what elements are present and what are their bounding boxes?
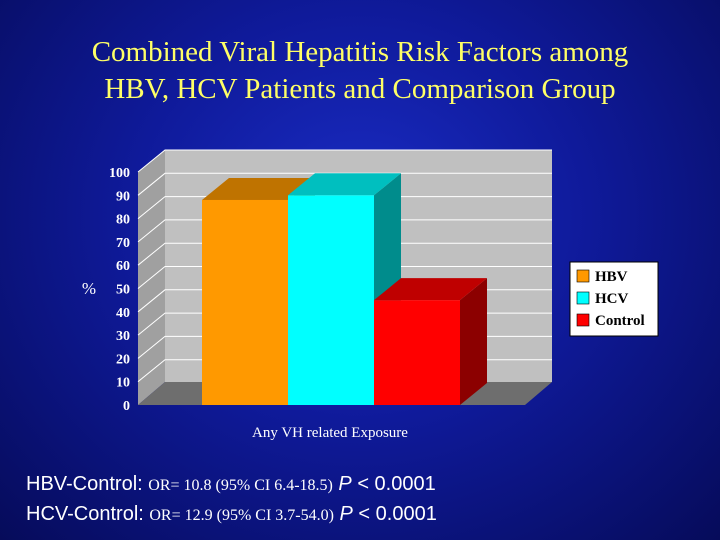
bar-top [374,278,487,301]
hbv-control-label: HBV-Control: [26,473,143,495]
gridline [137,242,552,266]
title-line-1: Combined Viral Hepatitis Risk Factors am… [91,36,629,68]
y-tick-label: 30 [116,329,130,344]
gridline [137,196,552,219]
y-tick-label: 80 [116,213,130,228]
bar-chart: 0 10 20 30 40 50 60 70 80 90 100 % Any VH related … [82,149,659,441]
bar-control [374,278,487,405]
legend-swatch [576,269,590,283]
hbv-control-row: HBV-Control: OR= 10.8 (95% CI 6.4-18.5) … [26,470,437,500]
legend-label: Control [595,313,645,329]
hbv-control-or: OR= 10.8 (95% CI 6.4-18.5) [148,477,333,494]
statistics-footer: HBV-Control: OR= 10.8 (95% CI 6.4-18.5) … [26,470,437,530]
hcv-control-row: HCV-Control: OR= 12.9 (95% CI 3.7-54.0) … [26,500,437,530]
x-axis-label: Any VH related Exposure [252,425,408,441]
gridline [137,172,552,196]
y-tick-label: 90 [116,189,130,204]
y-tick-label: 100 [109,166,130,181]
gridline [137,266,552,289]
legend-label: HCV [595,291,629,307]
bar-front [202,199,288,405]
hbv-control-p-value: < 0.0001 [357,473,436,495]
title-line-2: HBV, HCV Patients and Comparison Group [104,73,616,105]
y-tick-label: 40 [116,306,130,321]
hcv-control-p-value: < 0.0001 [358,503,437,525]
gridline [137,149,552,173]
bar-top [202,177,315,200]
hbv-control-p-label: P [338,473,352,495]
hcv-control-or: OR= 12.9 (95% CI 3.7-54.0) [149,507,334,524]
y-axis-label: % [82,279,96,298]
gridline [137,219,552,243]
slide-title: Combined Viral Hepatitis Risk Factors am… [0,34,720,108]
y-tick-label: 70 [116,236,130,251]
legend-swatch [576,291,590,305]
chart-legend: HBV HCV Control [569,261,659,337]
hcv-control-p-label: P [339,503,353,525]
y-tick-label: 60 [116,259,130,274]
hcv-control-label: HCV-Control: [26,503,144,525]
legend-swatch [576,313,590,327]
y-tick-label: 10 [116,376,130,391]
bar-side [460,278,487,405]
bar-top [288,173,401,196]
y-tick-label: 0 [123,399,130,414]
y-axis-ticks: 0 10 20 30 40 50 60 70 80 90 100 [109,166,130,414]
chart-bars [202,173,487,405]
bar-front [374,300,460,405]
bar-front [288,195,374,405]
legend-label: HBV [595,269,628,285]
y-tick-label: 50 [116,283,130,298]
y-tick-label: 20 [116,352,130,367]
